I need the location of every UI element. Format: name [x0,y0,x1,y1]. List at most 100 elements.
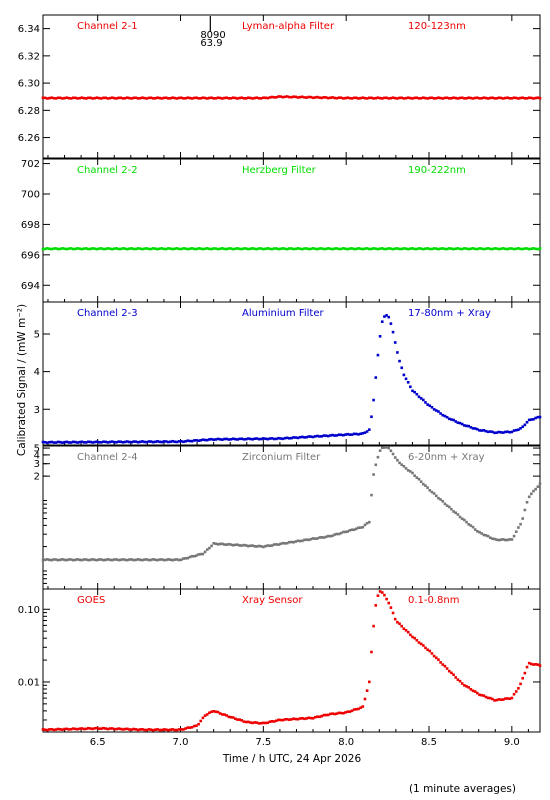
data-point [452,510,455,513]
data-point [84,441,88,444]
data-point [171,558,174,562]
data-point [391,330,395,334]
data-point [450,247,453,250]
data-point [46,247,49,250]
data-point [391,452,395,456]
data-point [365,689,369,692]
data-point [201,438,205,441]
y-tick-label: 5 [34,329,40,340]
data-point [294,247,298,251]
data-point [223,713,226,716]
data-point [56,96,60,100]
data-point [151,97,155,100]
data-point [491,247,494,251]
data-point [324,434,328,438]
filter-label: Zirconium Filter [242,452,321,463]
data-point [525,97,529,100]
data-point [242,720,246,723]
data-point [361,96,365,99]
data-point [110,96,114,99]
data-point [244,720,248,724]
data-point [130,440,133,444]
data-point [149,247,153,251]
data-point [402,97,406,100]
data-point [238,718,241,721]
data-point [160,440,164,444]
data-point [501,431,505,434]
data-point [149,440,153,443]
data-point [514,96,518,100]
data-point [406,96,410,99]
data-point [41,440,45,444]
data-point [84,247,88,250]
data-point [378,335,382,338]
data-point [212,438,216,441]
data-point [63,558,66,562]
data-point [508,97,512,100]
data-point [480,532,483,535]
data-point [508,247,512,250]
data-point [393,341,397,344]
data-point [195,438,198,442]
series-points [41,314,542,445]
data-point [192,96,196,100]
data-point [497,96,501,100]
data-point [335,247,339,250]
data-point [482,429,486,432]
data-point [236,718,239,721]
data-point [393,96,397,100]
data-point [71,727,75,730]
data-point [501,698,505,701]
data-point [359,706,362,709]
data-point [434,656,438,660]
x-tick-label: 8.5 [421,737,437,748]
data-point [259,545,263,548]
data-point [95,726,99,730]
data-point [110,727,114,730]
data-point [199,96,203,100]
data-point [346,247,349,251]
data-point [259,437,263,441]
data-point [530,96,533,100]
data-point [422,644,425,647]
data-point [419,642,423,646]
data-point [251,721,254,725]
data-point [182,728,185,731]
data-point [311,537,315,540]
data-point [296,539,300,543]
data-point [205,713,209,716]
data-point [404,629,408,632]
data-point [272,247,276,250]
data-point [445,667,449,670]
data-point [493,537,496,541]
data-point [497,430,501,434]
data-point [290,436,293,440]
data-point [210,710,213,714]
data-point [491,96,494,100]
series-points [41,247,542,251]
data-point [154,558,157,562]
data-point [387,247,391,250]
data-point [100,97,103,100]
data-point [523,671,527,675]
data-point [106,558,110,561]
data-point [138,728,142,731]
panel-1: 6.26 6.28 6.30 6.32 6.34 Channel 2-1 Lyman-alp… [18,14,542,159]
data-point [128,96,131,100]
data-point [87,247,90,251]
data-point [251,97,254,100]
data-point [424,646,427,650]
panel-frame [42,14,541,159]
data-point [456,678,460,681]
data-point [74,247,77,251]
data-point [167,558,170,561]
data-point [184,247,187,250]
data-point [281,437,285,441]
data-point [106,97,110,100]
data-point [171,439,174,443]
data-point [460,682,464,685]
data-point [203,714,207,717]
data-point [231,543,235,547]
data-point [190,554,194,558]
data-point [523,508,527,512]
